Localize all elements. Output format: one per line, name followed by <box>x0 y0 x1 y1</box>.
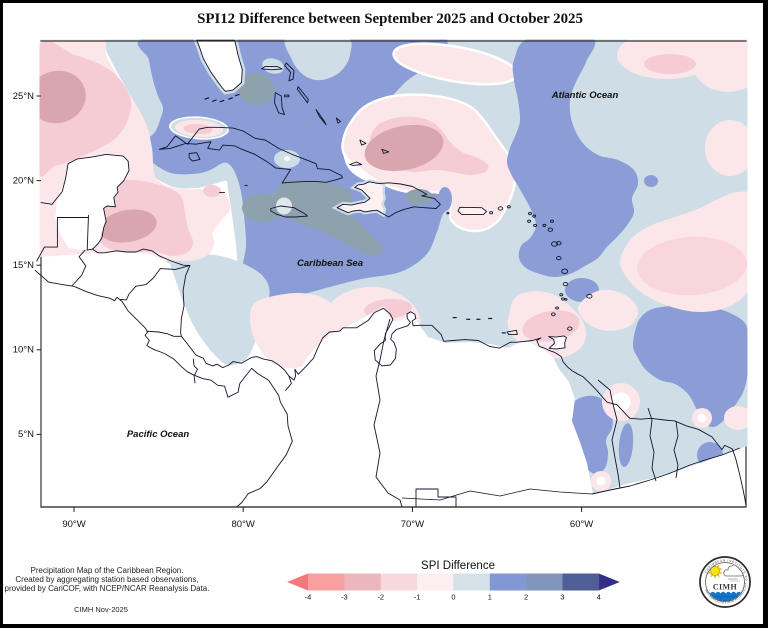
svg-text:0: 0 <box>451 593 455 602</box>
svg-text:2: 2 <box>524 593 528 602</box>
svg-text:5°N: 5°N <box>18 429 34 440</box>
svg-text:SPI12 Difference between Septe: SPI12 Difference between September 2025 … <box>197 11 583 27</box>
svg-text:25°N: 25°N <box>13 91 34 102</box>
svg-text:4: 4 <box>597 593 601 602</box>
svg-text:SPI Difference: SPI Difference <box>421 560 495 572</box>
svg-text:Caribbean Sea: Caribbean Sea <box>297 258 363 269</box>
svg-text:Atlantic Ocean: Atlantic Ocean <box>551 90 619 101</box>
svg-text:Pacific Ocean: Pacific Ocean <box>127 429 190 440</box>
svg-text:-4: -4 <box>305 593 312 602</box>
svg-text:-3: -3 <box>341 593 348 602</box>
svg-text:Precipitation Map of the Carib: Precipitation Map of the Caribbean Regio… <box>31 566 184 575</box>
svg-text:60°W: 60°W <box>570 519 593 530</box>
svg-text:1: 1 <box>488 593 492 602</box>
svg-text:provided by CariCOF, with NCEP: provided by CariCOF, with NCEP/NCAR Rean… <box>5 584 210 593</box>
svg-text:3: 3 <box>560 593 564 602</box>
svg-text:80°W: 80°W <box>232 519 255 530</box>
svg-text:Created by aggregating station: Created by aggregating station based obs… <box>15 575 198 584</box>
svg-text:CIMH: CIMH <box>713 583 738 592</box>
svg-text:70°W: 70°W <box>401 519 424 530</box>
svg-text:15°N: 15°N <box>13 260 34 271</box>
svg-text:CIMH Nov-2025: CIMH Nov-2025 <box>74 605 128 614</box>
svg-text:90°W: 90°W <box>62 519 85 530</box>
svg-text:20°N: 20°N <box>13 175 34 186</box>
svg-text:10°N: 10°N <box>13 345 34 356</box>
svg-text:-2: -2 <box>377 593 384 602</box>
svg-text:-1: -1 <box>414 593 421 602</box>
